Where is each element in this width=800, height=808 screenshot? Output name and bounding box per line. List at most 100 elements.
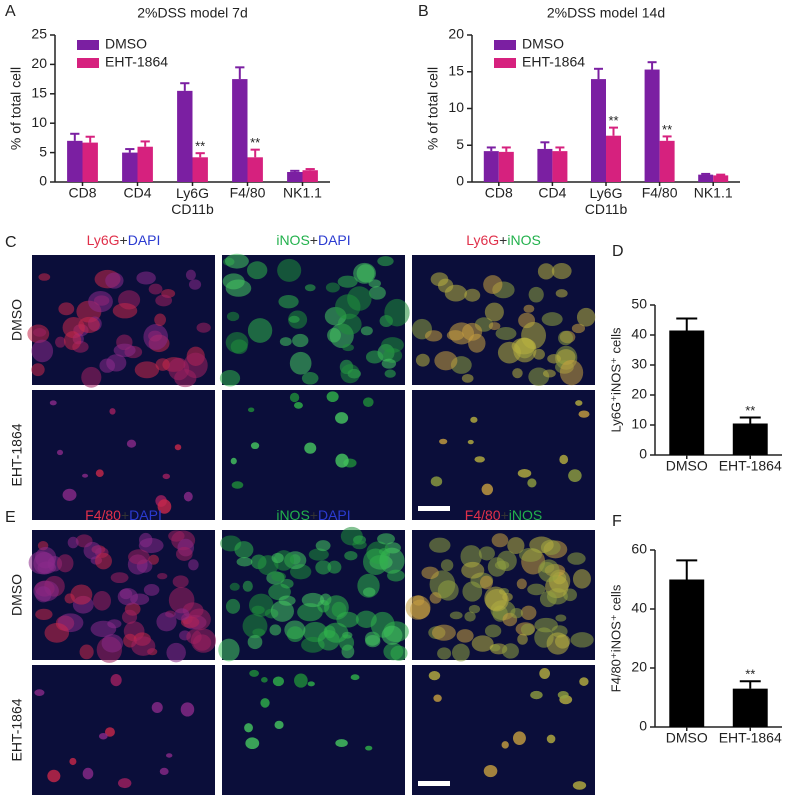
heading-part: Ly6G xyxy=(466,232,499,248)
cell-blob xyxy=(483,764,498,778)
bar xyxy=(302,170,318,182)
cell-blob xyxy=(33,580,59,602)
cell-blob xyxy=(501,741,509,749)
cell-blob xyxy=(249,669,259,677)
x-tick-label: EHT-1864 xyxy=(719,458,782,474)
y-tick-label: 60 xyxy=(631,541,647,557)
cell-blob xyxy=(444,284,467,302)
significance: ** xyxy=(745,403,755,418)
cell-blob xyxy=(88,290,113,313)
cell-blob xyxy=(244,723,253,733)
cell-blob xyxy=(168,357,190,381)
column-heading: F4/80+DAPI xyxy=(85,507,162,523)
cell-blob xyxy=(468,333,486,353)
cell-blob xyxy=(342,343,354,352)
cell-blob xyxy=(175,546,193,561)
cell-blob xyxy=(415,353,430,367)
cell-blob xyxy=(344,551,358,561)
column-heading: iNOS+DAPI xyxy=(276,507,350,523)
cell-blob xyxy=(534,617,558,633)
bar xyxy=(177,90,193,182)
cell-blob xyxy=(33,328,47,337)
heading-part: iNOS xyxy=(509,507,542,523)
y-tick-label: 10 xyxy=(631,416,647,432)
panel-letter: F xyxy=(612,513,622,530)
cell-blob xyxy=(483,275,503,294)
cell-blob xyxy=(172,575,189,588)
cell-blob xyxy=(474,456,485,463)
panel-letter: B xyxy=(418,3,429,20)
cell-blob xyxy=(151,701,163,714)
cell-blob xyxy=(230,339,248,355)
cell-blob xyxy=(530,690,543,700)
significance: ** xyxy=(195,139,205,154)
cell-blob xyxy=(533,348,545,360)
cell-blob xyxy=(251,605,265,615)
cell-blob xyxy=(512,731,526,745)
panel-letter: D xyxy=(612,243,624,260)
cell-blob xyxy=(541,312,563,327)
cell-blob xyxy=(462,581,483,602)
cell-blob xyxy=(280,578,294,589)
heading-part: DAPI xyxy=(129,507,162,523)
micrograph xyxy=(222,665,405,795)
cell-blob xyxy=(236,557,253,567)
cell-blob xyxy=(156,612,177,632)
cell-blob xyxy=(247,318,273,343)
cell-blob xyxy=(192,634,212,651)
cell-blob xyxy=(157,499,172,514)
legend-swatch xyxy=(77,40,99,50)
cell-blob xyxy=(460,545,482,568)
x-tick-label: CD4 xyxy=(538,185,566,201)
x-tick-label: F4/80 xyxy=(642,185,678,201)
x-tick-label: CD4 xyxy=(123,185,151,201)
cell-blob xyxy=(339,634,355,651)
cell-blob xyxy=(410,599,431,620)
cell-blob xyxy=(154,313,166,327)
bar xyxy=(122,152,138,182)
cell-blob xyxy=(269,624,282,636)
cell-blob xyxy=(165,753,173,758)
cell-blob xyxy=(429,592,442,604)
cell-blob xyxy=(34,689,45,697)
bar xyxy=(192,157,208,182)
bar xyxy=(669,330,705,455)
cell-blob xyxy=(340,364,360,384)
x-tick-label: F4/80 xyxy=(230,185,266,201)
cell-blob xyxy=(250,442,260,450)
cell-blob xyxy=(368,286,386,300)
cell-blob xyxy=(491,533,509,548)
cell-blob xyxy=(315,540,331,552)
cell-blob xyxy=(157,572,168,580)
cell-blob xyxy=(464,288,481,302)
x-tick-line: Ly6G xyxy=(590,185,623,201)
cell-blob xyxy=(557,690,569,699)
cell-blob xyxy=(520,605,537,621)
cell-blob xyxy=(301,371,319,385)
cell-blob xyxy=(555,614,567,622)
cell-blob xyxy=(82,473,89,478)
y-axis-label: % of total cell xyxy=(425,67,441,150)
cell-blob xyxy=(95,469,104,478)
cell-blob xyxy=(104,727,115,737)
cell-blob xyxy=(90,620,117,638)
cell-blob xyxy=(579,677,589,686)
cell-blob xyxy=(121,609,138,624)
cell-blob xyxy=(527,583,546,596)
scale-bar xyxy=(418,506,450,511)
cell-blob xyxy=(315,560,332,575)
cell-blob xyxy=(507,537,525,555)
heading-part: iNOS xyxy=(507,232,540,248)
cell-blob xyxy=(384,369,396,378)
y-tick-label: 15 xyxy=(448,62,464,78)
cell-blob xyxy=(578,410,590,418)
legend-swatch xyxy=(494,40,516,50)
legend-label: EHT-1864 xyxy=(522,54,585,70)
significance: ** xyxy=(662,122,672,137)
cell-blob xyxy=(512,368,523,379)
cell-blob xyxy=(555,289,568,298)
x-tick-line: CD11b xyxy=(585,201,628,217)
bar xyxy=(483,151,499,182)
cell-blob xyxy=(130,593,150,605)
cell-blob xyxy=(323,625,336,639)
